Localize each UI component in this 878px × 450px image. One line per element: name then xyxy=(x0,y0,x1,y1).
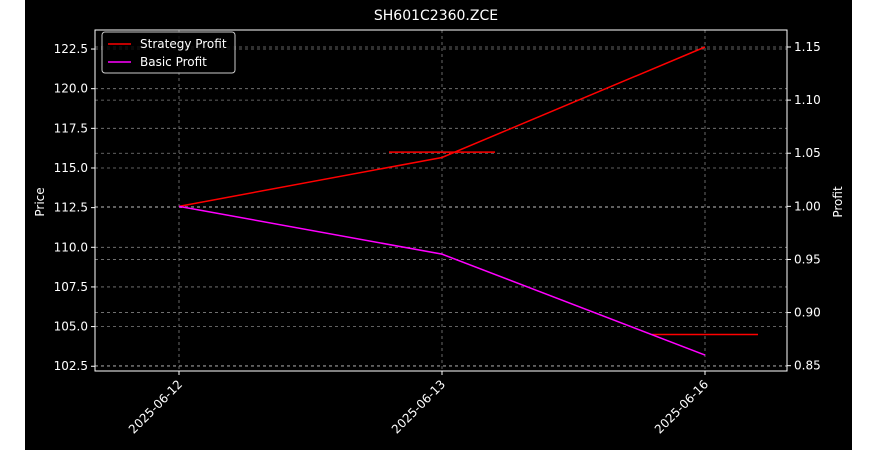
legend: Strategy Profit Basic Profit xyxy=(101,31,236,74)
y2-tick-label: 0.90 xyxy=(794,306,821,320)
y2-tick-label: 1.00 xyxy=(794,199,821,213)
y-tick-label: 115.0 xyxy=(54,161,88,175)
y-tick-label: 120.0 xyxy=(54,82,88,96)
chart-figure: 2025-06-12 2025-06-13 2025-06-16 102.5 105.0… xyxy=(25,0,852,450)
series-layer xyxy=(178,46,758,356)
legend-box xyxy=(101,31,236,74)
y-tick-label: 107.5 xyxy=(54,280,88,294)
axes-layer: 2025-06-12 2025-06-13 2025-06-16 102.5 105.0… xyxy=(54,29,821,436)
x-tick-label: 2025-06-16 xyxy=(652,377,711,436)
y-tick-label: 117.5 xyxy=(54,121,88,135)
x-tick-label: 2025-06-13 xyxy=(389,377,448,436)
y2-tick-label: 1.15 xyxy=(794,40,821,54)
y2-tick-label: 1.05 xyxy=(794,146,821,160)
chart-title: SH601C2360.ZCE xyxy=(374,8,498,24)
legend-label-basic-profit: Basic Profit xyxy=(140,55,207,69)
series-line-strategy-profit xyxy=(178,46,706,208)
y2-tick-label: 0.85 xyxy=(794,359,821,373)
y-tick-label: 105.0 xyxy=(54,320,88,334)
y-tick-label: 122.5 xyxy=(54,42,88,56)
y-tick-label: 110.0 xyxy=(54,240,88,254)
legend-label-strategy-profit: Strategy Profit xyxy=(140,37,227,51)
grid-layer xyxy=(95,30,787,371)
plot-frame xyxy=(94,29,788,372)
y2-tick-label: 0.95 xyxy=(794,252,821,266)
y2-axis-title: Profit xyxy=(831,186,845,218)
y-tick-label: 102.5 xyxy=(54,359,88,373)
y-tick-label: 112.5 xyxy=(54,201,88,215)
y-axis-title: Price xyxy=(33,187,47,216)
x-tick-label: 2025-06-12 xyxy=(126,377,185,436)
chart-svg: 2025-06-12 2025-06-13 2025-06-16 102.5 105.0… xyxy=(33,8,845,436)
series-line-basic-profit xyxy=(178,205,706,356)
y2-tick-label: 1.10 xyxy=(794,93,821,107)
